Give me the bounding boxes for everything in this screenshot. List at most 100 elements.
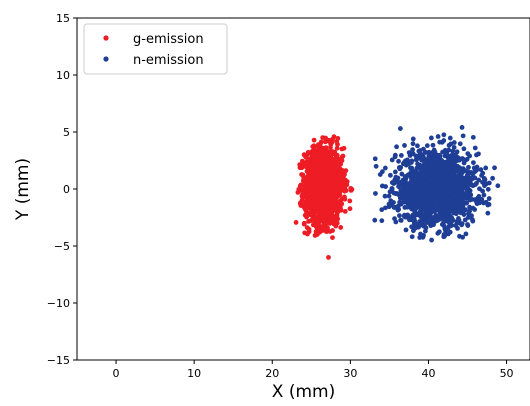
- n-emission-point: [410, 141, 416, 147]
- n-emission-point: [419, 178, 425, 184]
- g-emission-point: [309, 194, 315, 200]
- n-emission-point: [441, 138, 447, 143]
- n-emission-point: [470, 218, 476, 224]
- g-emission-point: [302, 194, 308, 199]
- n-emission-point: [409, 234, 415, 240]
- y-tick-label: 0: [63, 183, 70, 196]
- n-emission-point: [465, 185, 470, 190]
- n-emission-point: [419, 220, 425, 225]
- n-emission-point: [468, 181, 474, 187]
- g-emission-point: [322, 139, 328, 145]
- n-emission-point: [419, 214, 425, 220]
- n-emission-point: [492, 165, 497, 171]
- n-emission-point: [417, 195, 423, 201]
- n-emission-point: [429, 161, 435, 166]
- n-emission-point: [455, 173, 461, 179]
- n-emission-point: [459, 125, 465, 130]
- n-emission-point: [428, 192, 434, 198]
- y-tick-label: −5: [54, 240, 70, 253]
- g-emission-point: [338, 171, 343, 177]
- n-emission-point: [407, 217, 413, 223]
- n-emission-point: [461, 146, 467, 152]
- n-emission-point: [437, 153, 443, 159]
- n-emission-point: [461, 212, 467, 217]
- n-emission-point: [472, 145, 478, 151]
- n-emission-point: [403, 194, 409, 200]
- n-emission-point: [423, 180, 428, 186]
- n-emission-point: [442, 218, 447, 224]
- g-emission-point: [340, 187, 345, 193]
- n-emission-point: [444, 201, 450, 207]
- n-emission-point: [411, 193, 416, 199]
- n-emission-point: [461, 167, 467, 173]
- n-emission-point: [465, 223, 471, 228]
- g-emission-point: [330, 149, 336, 155]
- y-tick-label: 10: [56, 69, 70, 82]
- n-emission-point: [458, 206, 463, 212]
- n-emission-point: [451, 140, 457, 145]
- n-emission-point: [441, 177, 447, 183]
- n-emission-point: [379, 218, 385, 224]
- g-emission-point: [316, 187, 322, 193]
- g-emission-point: [327, 160, 333, 165]
- n-emission-point: [392, 204, 398, 210]
- n-emission-point: [389, 157, 395, 163]
- legend-label: g-emission: [133, 32, 204, 47]
- n-emission-point: [442, 147, 448, 153]
- n-emission-point: [466, 169, 472, 175]
- n-emission-point: [405, 190, 411, 195]
- g-emission-point: [313, 155, 319, 161]
- n-emission-point: [463, 231, 469, 237]
- n-emission-point: [409, 158, 415, 164]
- n-emission-point: [471, 160, 476, 166]
- g-emission-point: [311, 217, 317, 223]
- n-emission-point: [395, 180, 401, 185]
- g-emission-point: [323, 145, 329, 151]
- g-emission-point: [326, 189, 332, 195]
- g-emission-point: [347, 198, 353, 204]
- n-emission-point: [405, 157, 410, 163]
- g-emission-point: [321, 217, 327, 223]
- g-emission-point: [327, 182, 333, 188]
- n-emission-point: [417, 235, 423, 240]
- g-emission-point: [309, 148, 315, 154]
- n-emission-point: [431, 222, 436, 228]
- n-emission-point: [383, 205, 388, 211]
- g-emission-point: [330, 228, 335, 233]
- g-emission-point: [311, 143, 317, 149]
- g-emission-point: [316, 168, 322, 174]
- n-emission-point: [440, 210, 446, 215]
- g-emission-point: [326, 255, 331, 260]
- n-emission-point: [388, 198, 394, 204]
- n-emission-point: [451, 163, 456, 168]
- n-emission-point: [437, 139, 443, 145]
- n-emission-point: [472, 175, 478, 181]
- n-emission-point: [410, 136, 416, 142]
- n-emission-point: [396, 158, 401, 164]
- n-emission-point: [412, 204, 417, 210]
- g-emission-point: [298, 182, 304, 188]
- x-tick-label: 30: [343, 367, 357, 380]
- n-emission-point: [450, 185, 456, 190]
- n-emission-point: [432, 218, 437, 224]
- g-emission-point: [311, 209, 317, 215]
- n-emission-point: [427, 152, 433, 158]
- n-emission-point: [467, 208, 472, 214]
- n-emission-point: [429, 237, 434, 243]
- n-emission-point: [401, 198, 407, 204]
- n-emission-point: [424, 211, 430, 217]
- g-emission-point: [301, 221, 307, 227]
- g-emission-point: [315, 218, 321, 224]
- n-emission-point: [412, 173, 418, 178]
- n-emission-point: [372, 217, 378, 223]
- n-emission-point: [405, 204, 410, 210]
- g-emission-point: [347, 206, 353, 212]
- n-emission-point: [482, 183, 487, 189]
- g-emission-point: [318, 157, 324, 163]
- n-emission-point: [421, 171, 426, 177]
- y-axis-label: Y (mm): [13, 158, 33, 221]
- g-emission-point: [321, 222, 327, 228]
- n-emission-point: [463, 191, 469, 197]
- n-emission-point: [456, 202, 461, 208]
- n-emission-point: [422, 223, 428, 229]
